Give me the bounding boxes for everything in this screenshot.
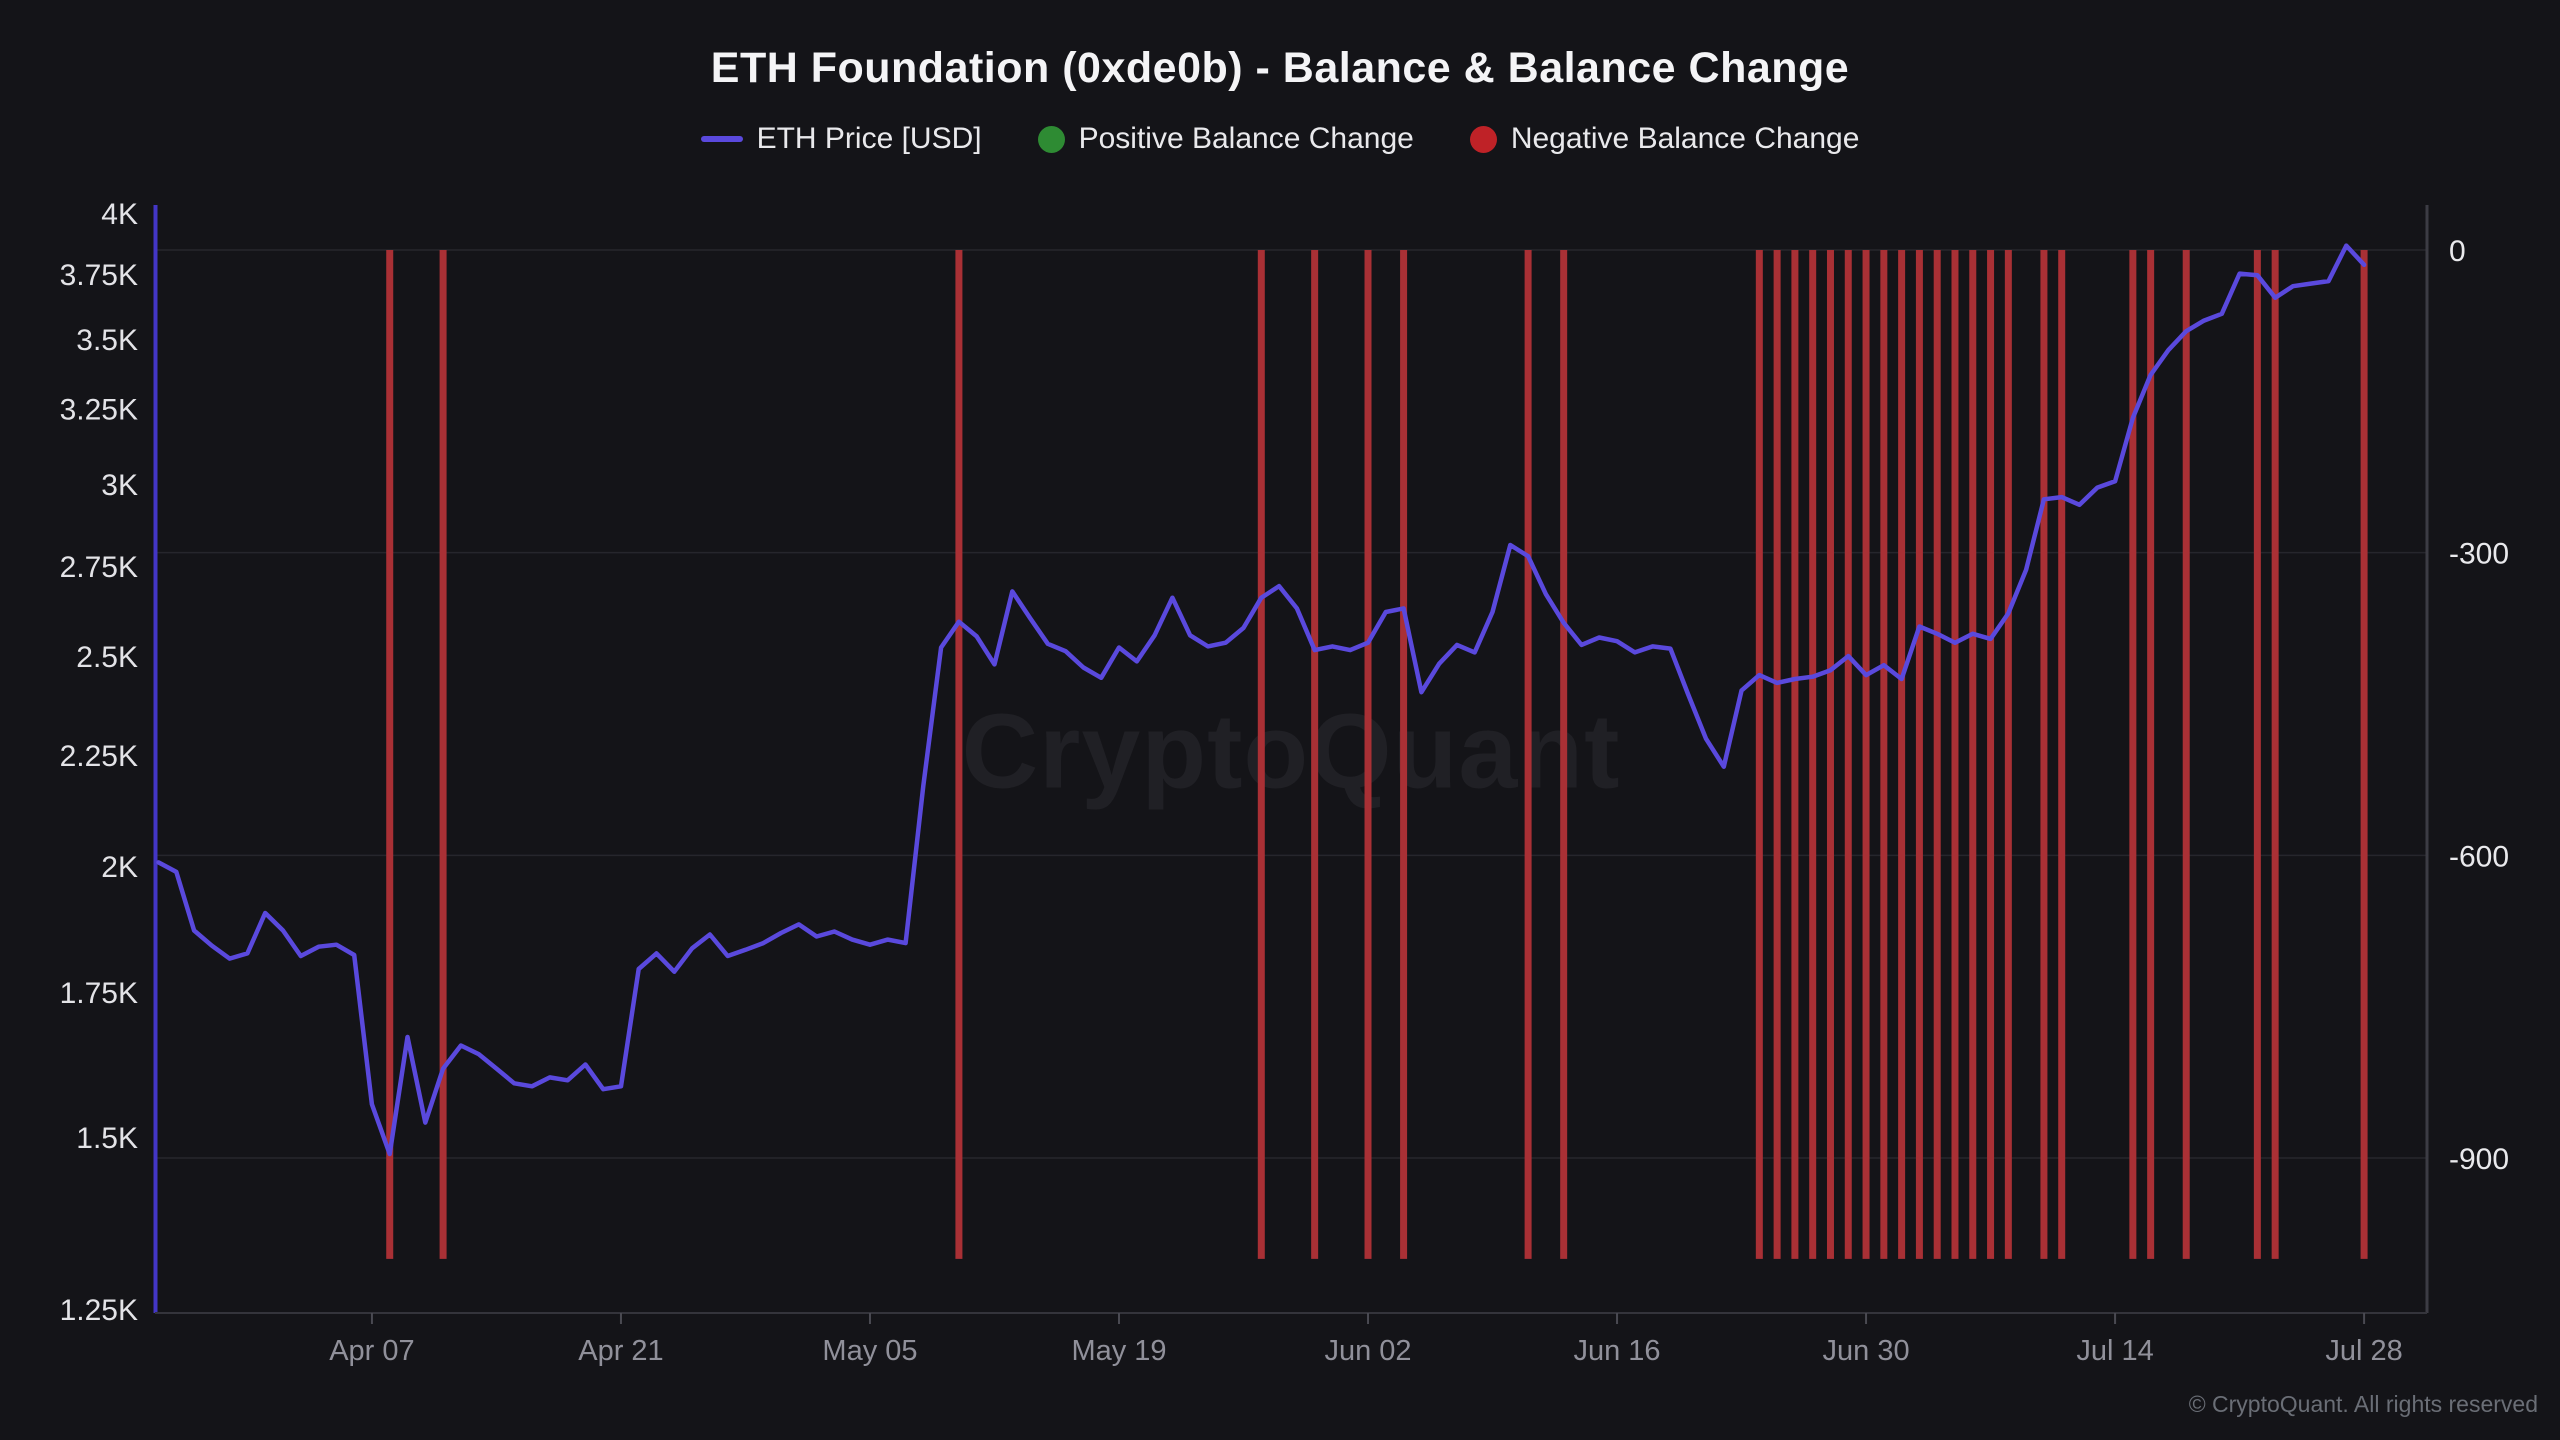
right-axis-tick-label: -900: [2449, 1143, 2509, 1176]
x-axis-tick-label: Apr 07: [329, 1335, 414, 1367]
right-axis-tick-label: -300: [2449, 538, 2509, 571]
chart-legend: ETH Price [USD] Positive Balance Change …: [0, 122, 2560, 156]
negative-balance-bar: [1257, 250, 1265, 1259]
line-swatch-icon: [700, 136, 743, 142]
negative-balance-bar: [1364, 250, 1372, 1259]
negative-balance-bar: [2040, 250, 2048, 1259]
plot-area[interactable]: [155, 205, 2427, 1313]
left-axis-tick-label: 3.25K: [60, 394, 138, 427]
x-axis-tick-label: Apr 21: [578, 1335, 663, 1367]
negative-balance-bar: [2360, 250, 2368, 1259]
negative-balance-bar: [1844, 250, 1852, 1259]
cryptoquant-watermark: CryptoQuant: [962, 692, 1621, 813]
legend-item-positive-balance-change[interactable]: Positive Balance Change: [1037, 122, 1414, 156]
left-axis-tick-label: 1.25K: [60, 1294, 138, 1327]
x-axis-tick-label: May 05: [822, 1335, 917, 1367]
negative-balance-bar: [1791, 250, 1799, 1259]
negative-balance-bar: [1826, 250, 1834, 1259]
left-axis-tick-label: 1.75K: [60, 977, 138, 1010]
chart-title: ETH Foundation (0xde0b) - Balance & Bala…: [710, 44, 1850, 92]
legend-label: ETH Price [USD]: [756, 122, 982, 155]
negative-balance-bar: [1560, 250, 1568, 1259]
x-axis-tick-label: Jul 14: [2076, 1335, 2153, 1367]
legend-item-negative-balance-change[interactable]: Negative Balance Change: [1469, 122, 1860, 156]
negative-balance-bar: [1862, 250, 1870, 1259]
negative-balance-bar: [2058, 250, 2066, 1259]
legend-label: Negative Balance Change: [1510, 122, 1860, 155]
negative-balance-bar: [386, 250, 394, 1259]
negative-balance-bar: [1933, 250, 1941, 1259]
left-axis-tick-label: 3K: [101, 469, 138, 502]
left-axis-tick-label: 1.5K: [76, 1122, 138, 1155]
left-axis-tick-label: 3.5K: [76, 324, 138, 357]
x-axis-tick-label: Jul 28: [2325, 1335, 2402, 1367]
negative-balance-bar: [439, 250, 447, 1259]
green-dot-icon: [1037, 125, 1065, 153]
negative-balance-bar: [2129, 250, 2137, 1259]
red-dot-icon: [1469, 125, 1497, 153]
left-axis-tick-label: 2K: [101, 851, 138, 884]
eth-price-line: [156, 243, 2367, 1157]
left-axis-tick-label: 3.75K: [60, 259, 138, 292]
x-axis-tick-label: Jun 02: [1324, 1335, 1411, 1367]
x-axis-tick-label: May 19: [1071, 1335, 1166, 1367]
legend-label: Positive Balance Change: [1078, 122, 1414, 155]
negative-balance-bar: [2004, 250, 2012, 1259]
negative-balance-bar: [1755, 250, 1763, 1259]
negative-balance-bar: [1311, 250, 1319, 1259]
right-axis-tick-label: 0: [2449, 235, 2466, 268]
left-axis-tick-label: 4K: [101, 198, 138, 231]
x-axis-tick-label: Jun 16: [1573, 1335, 1660, 1367]
negative-balance-bar: [2182, 250, 2190, 1259]
negative-balance-bar: [1951, 250, 1959, 1259]
legend-item-eth-price[interactable]: ETH Price [USD]: [700, 122, 982, 156]
negative-balance-bar: [2271, 250, 2279, 1259]
left-axis-tick-label: 2.75K: [60, 551, 138, 584]
negative-balance-bar: [955, 250, 963, 1259]
negative-balance-bar: [1773, 250, 1781, 1259]
negative-balance-bar: [1987, 250, 1995, 1259]
negative-balance-bar: [1809, 250, 1817, 1259]
negative-balance-bar: [1915, 250, 1923, 1259]
negative-balance-bar: [2147, 250, 2155, 1259]
negative-balance-bar: [1969, 250, 1977, 1259]
copyright-notice: © CryptoQuant. All rights reserved: [2188, 1391, 2538, 1417]
negative-balance-bar: [1400, 250, 1408, 1259]
negative-balance-bar: [1898, 250, 1906, 1259]
right-axis-tick-label: -600: [2449, 840, 2509, 873]
negative-balance-bar: [1524, 250, 1532, 1259]
left-axis-tick-label: 2.5K: [76, 641, 138, 674]
negative-balance-bar: [1880, 250, 1888, 1259]
left-axis-tick-label: 2.25K: [60, 740, 138, 773]
negative-balance-bar: [2253, 250, 2261, 1259]
x-axis-tick-label: Jun 30: [1823, 1335, 1910, 1367]
